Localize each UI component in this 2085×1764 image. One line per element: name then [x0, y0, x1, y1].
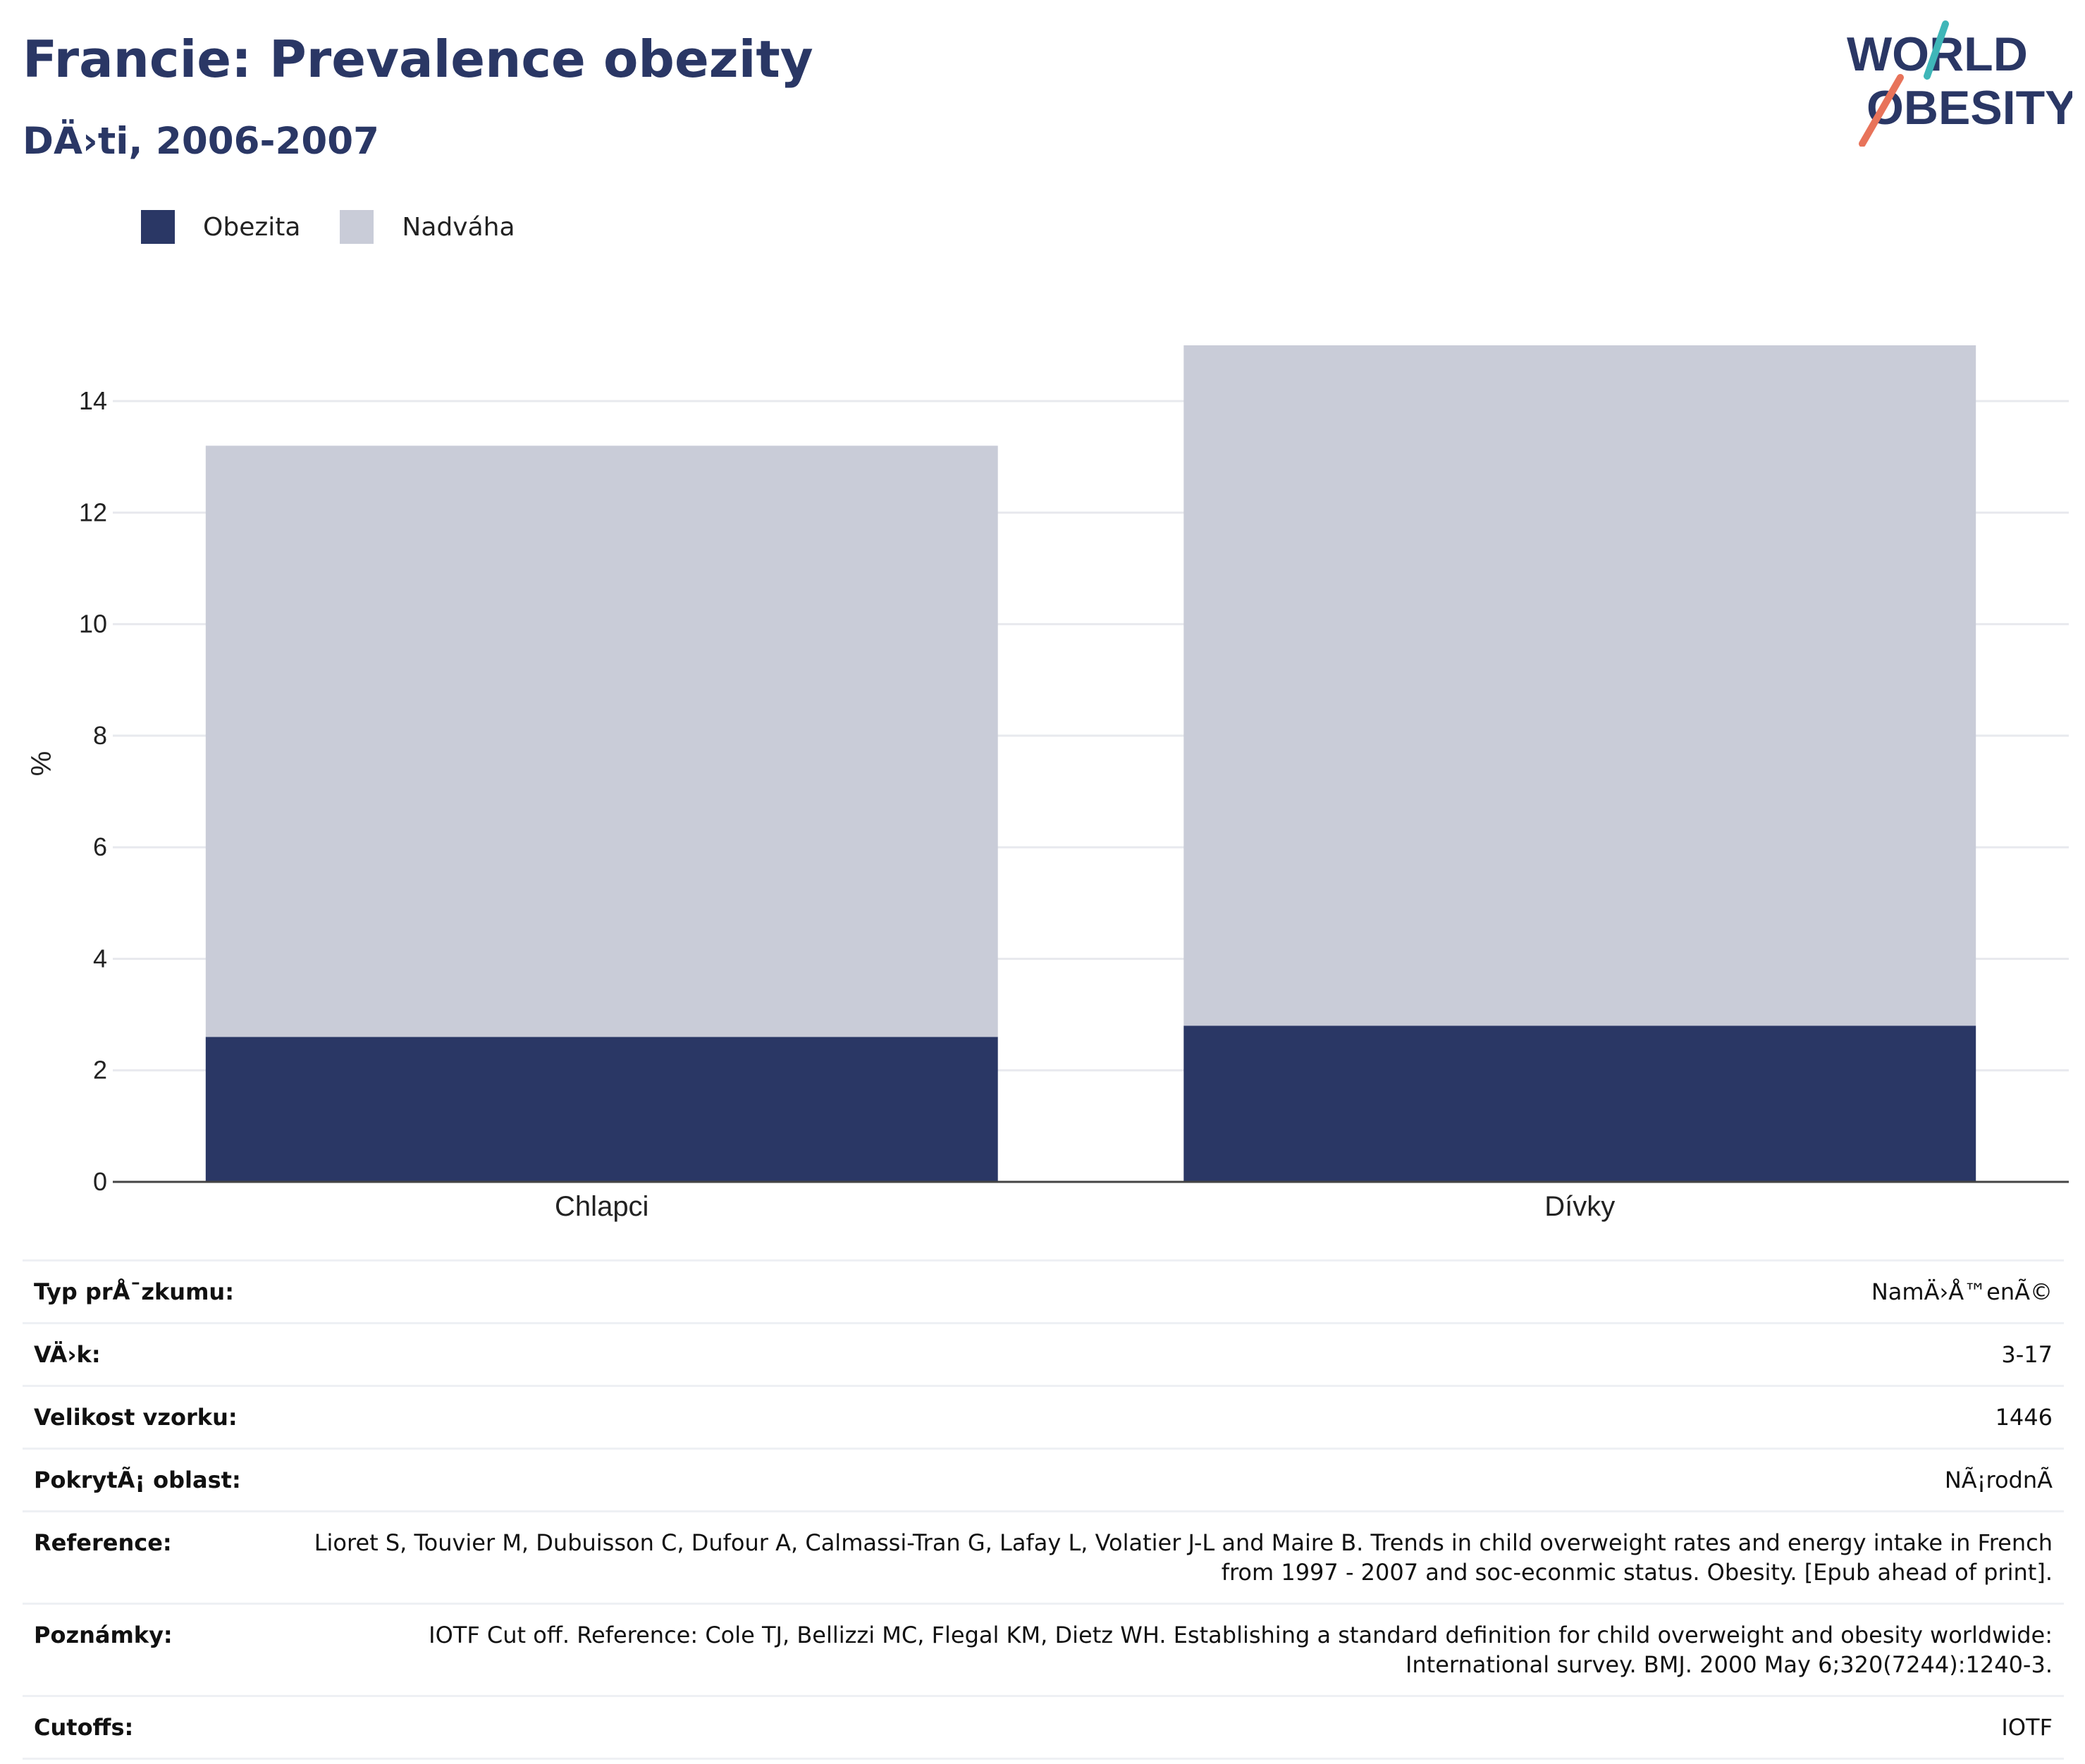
info-key: Typ prÅ¯zkumu: — [23, 1259, 271, 1324]
info-value: NÃ¡rodnÃ — [271, 1448, 2064, 1512]
y-tick-label: 10 — [79, 610, 107, 639]
legend-item-nadvaha[interactable]: Nadváha — [340, 210, 515, 244]
info-value: 3-17 — [271, 1322, 2064, 1387]
y-tick-label: 12 — [79, 498, 107, 526]
info-key: Velikost vzorku: — [23, 1385, 271, 1450]
chart-legend: Obezita Nadváha — [141, 210, 555, 244]
info-key: Reference: — [23, 1510, 271, 1605]
y-tick-label: 8 — [93, 721, 107, 750]
info-row: VÄ›k: 3-17 — [23, 1322, 2064, 1387]
logo-line2: OBESITY — [1866, 81, 2072, 135]
info-row: Velikost vzorku: 1446 — [23, 1385, 2064, 1450]
info-row: Cutoffs: IOTF — [23, 1695, 2064, 1760]
info-key: Cutoffs: — [23, 1695, 271, 1760]
legend-swatch-obezita — [141, 210, 175, 244]
y-tick-label: 0 — [93, 1167, 107, 1196]
info-key: VÄ›k: — [23, 1322, 271, 1387]
y-tick-label: 2 — [93, 1056, 107, 1085]
legend-label-obezita: Obezita — [203, 212, 301, 242]
info-key: Poznámky: — [23, 1603, 271, 1697]
bar-nadváha-chlapci — [205, 445, 998, 1037]
info-row: Poznámky: IOTF Cut off. Reference: Cole T… — [23, 1603, 2064, 1697]
bar-nadváha-dívky — [1183, 345, 1976, 1026]
page-title: Francie: Prevalence obezity — [23, 30, 813, 89]
bar-obezita-dívky — [1183, 1025, 1976, 1182]
logo-teal-stroke — [1924, 20, 1949, 80]
y-tick-label: 4 — [93, 944, 107, 973]
survey-info-table: Typ prÅ¯zkumu: NamÄ›Å™enÃ© VÄ›k: 3-17 Veliko… — [23, 1259, 2064, 1760]
y-tick-label: 6 — [93, 832, 107, 861]
x-category-label: Dívky — [1544, 1191, 1615, 1222]
stacked-bar-chart: 0 2 4 6 8 10 12 14% Chlapci Dívky — [26, 345, 2069, 1222]
page-subtitle: DÄ›ti, 2006-2007 — [23, 120, 379, 163]
info-value: IOTF Cut off. Reference: Cole TJ, Belliz… — [271, 1603, 2064, 1697]
logo-coral-stroke — [1859, 74, 1904, 147]
legend-item-obezita[interactable]: Obezita — [141, 210, 300, 244]
world-obesity-logo: WORLD OBESITY — [1847, 20, 2072, 147]
info-value: Lioret S, Touvier M, Dubuisson C, Dufour… — [271, 1510, 2064, 1605]
info-key: PokrytÃ¡ oblast: — [23, 1448, 271, 1512]
x-category-label: Chlapci — [555, 1191, 648, 1222]
legend-label-nadvaha: Nadváha — [402, 212, 515, 242]
legend-swatch-nadvaha — [340, 210, 374, 244]
y-tick-label: 14 — [79, 386, 107, 415]
info-value: 1446 — [271, 1385, 2064, 1450]
info-row: Reference: Lioret S, Touvier M, Dubuisson… — [23, 1510, 2064, 1605]
bar-obezita-chlapci — [205, 1037, 998, 1182]
y-axis-title: % — [26, 751, 57, 777]
info-value: NamÄ›Å™enÃ© — [271, 1259, 2064, 1324]
info-row: PokrytÃ¡ oblast: NÃ¡rodnÃ — [23, 1448, 2064, 1512]
info-row: Typ prÅ¯zkumu: NamÄ›Å™enÃ© — [23, 1259, 2064, 1324]
info-value: IOTF — [271, 1695, 2064, 1760]
